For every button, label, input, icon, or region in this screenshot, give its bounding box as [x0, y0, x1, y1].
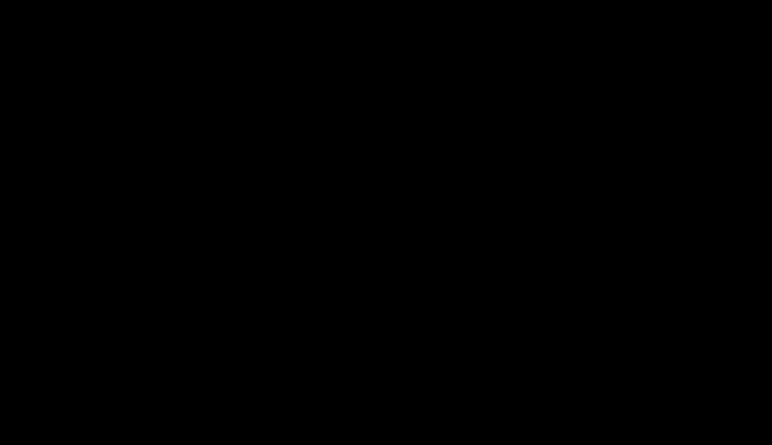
price-chart-canvas[interactable]: [0, 0, 772, 445]
mt4-chart-window: [0, 0, 772, 445]
